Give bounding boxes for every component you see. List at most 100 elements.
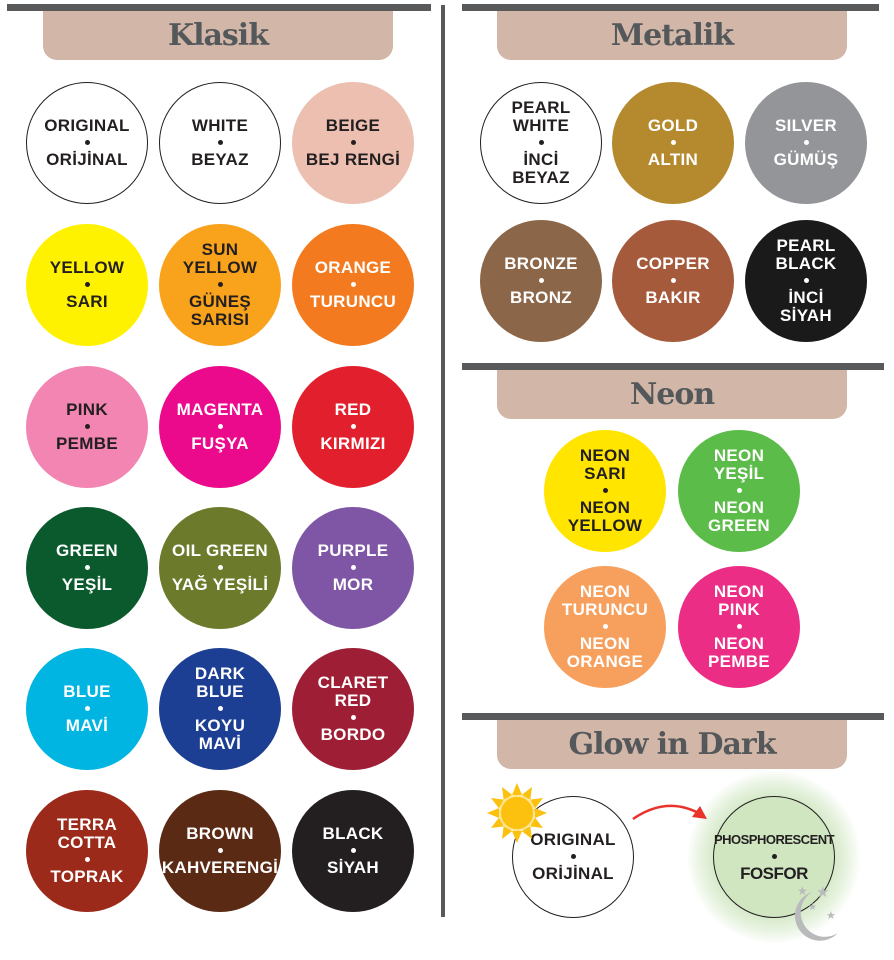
color-swatch-silver: SILVER GÜMÜŞ xyxy=(745,82,867,204)
color-swatch-neon-yeşi̇l: NEON YEŞİL NEON GREEN xyxy=(678,430,800,552)
color-swatch-brown: BROWN KAHVERENGİ xyxy=(159,790,281,912)
sun-ray xyxy=(521,787,532,800)
color-name-turkish: MAVİ xyxy=(65,716,109,735)
color-name-turkish: BORDO xyxy=(320,725,386,744)
sun-ray xyxy=(502,826,513,839)
separator-dot xyxy=(803,278,809,283)
color-name-turkish: GÜMÜŞ xyxy=(773,150,839,169)
color-name-turkish: YEŞİL xyxy=(61,575,113,594)
separator-dot xyxy=(84,857,90,862)
color-name-english: BROWN xyxy=(186,824,254,843)
color-name-turkish: BRONZ xyxy=(510,288,572,307)
color-swatch-original: ORIGINAL ORİJİNAL xyxy=(512,796,634,918)
neon-top-rule xyxy=(462,363,884,370)
glow-top-rule xyxy=(462,713,884,720)
color-name-turkish: PEMBE xyxy=(708,652,770,671)
color-swatch-orange: ORANGE TURUNCU xyxy=(292,224,414,346)
color-swatch-phosphorescent: PHOSPHORESCENT FOSFOR xyxy=(713,796,835,918)
color-name-english: SUN xyxy=(201,240,239,259)
color-name-turkish: GREEN xyxy=(708,516,770,535)
arrow-icon xyxy=(632,804,703,821)
color-name-english: PEARL xyxy=(776,236,836,255)
separator-dot xyxy=(350,565,356,570)
separator-dot xyxy=(217,565,223,570)
color-name-english: RED xyxy=(334,691,372,710)
color-name-turkish: PEMBE xyxy=(56,434,118,453)
color-name-turkish: MOR xyxy=(332,575,374,594)
separator-dot xyxy=(736,624,742,629)
color-name-english: NEON xyxy=(579,446,631,465)
color-name-english: COTTA xyxy=(57,833,117,852)
color-name-english: YELLOW xyxy=(182,258,258,277)
color-swatch-white: WHITE BEYAZ xyxy=(159,82,281,204)
separator-dot xyxy=(84,424,90,429)
separator-dot xyxy=(538,278,544,283)
color-name-turkish: TOPRAK xyxy=(50,867,124,886)
color-name-english: GREEN xyxy=(56,541,118,560)
separator-dot xyxy=(84,565,90,570)
color-swatch-green: GREEN YEŞİL xyxy=(26,507,148,629)
glow-header: Glow in Dark xyxy=(497,720,847,769)
color-name-turkish: NEON xyxy=(713,498,765,517)
color-name-turkish: FUŞYA xyxy=(191,434,249,453)
color-name-english: PINK xyxy=(66,400,108,419)
color-name-turkish: SARI xyxy=(66,292,108,311)
color-swatch-terra-cotta: TERRA COTTA TOPRAK xyxy=(26,790,148,912)
color-name-english: ORIGINAL xyxy=(44,116,130,135)
separator-dot xyxy=(350,715,356,720)
separator-dot xyxy=(350,282,356,287)
color-swatch-sun-yellow: SUN YELLOW GÜNEŞ SARISI xyxy=(159,224,281,346)
color-name-english: DARK xyxy=(194,664,246,683)
separator-dot xyxy=(670,278,676,283)
color-name-turkish: TURUNCU xyxy=(309,292,397,311)
color-swatch-pink: PINK PEMBE xyxy=(26,366,148,488)
separator-dot xyxy=(538,140,544,145)
color-swatch-claret-red: CLARET RED BORDO xyxy=(292,648,414,770)
color-swatch-blue: BLUE MAVİ xyxy=(26,648,148,770)
color-name-turkish: İNCİ xyxy=(788,288,824,307)
color-name-turkish: BEYAZ xyxy=(512,168,570,187)
color-name-turkish: SİYAH xyxy=(327,858,379,877)
klasik-header: Klasik xyxy=(43,11,393,60)
metalik-header: Metalik xyxy=(497,11,847,60)
color-name-english: TERRA xyxy=(56,815,118,834)
color-name-english: ORANGE xyxy=(314,258,392,277)
color-name-turkish: KOYU xyxy=(194,716,246,735)
color-name-english: GOLD xyxy=(647,116,699,135)
sun-ray xyxy=(491,817,504,828)
neon-header: Neon xyxy=(497,370,847,419)
separator-dot xyxy=(771,854,777,859)
color-name-turkish: YAĞ YEŞİLİ xyxy=(171,575,269,594)
separator-dot xyxy=(84,282,90,287)
color-name-english: WHITE xyxy=(191,116,249,135)
color-name-turkish: ALTIN xyxy=(647,150,699,169)
color-name-english: NEON xyxy=(579,582,631,601)
color-name-english: MAGENTA xyxy=(176,400,264,419)
color-name-turkish: NEON xyxy=(713,634,765,653)
color-name-english: ORIGINAL xyxy=(530,830,616,849)
color-name-english: PEARL xyxy=(511,98,571,117)
separator-dot xyxy=(217,424,223,429)
color-name-english: TURUNCU xyxy=(561,600,649,619)
color-name-english: OIL GREEN xyxy=(172,541,268,560)
sun-ray xyxy=(502,787,513,800)
separator-dot xyxy=(84,706,90,711)
color-swatch-original: ORIGINAL ORİJİNAL xyxy=(26,82,148,204)
separator-dot xyxy=(670,140,676,145)
color-swatch-neon-sari: NEON SARI NEON YELLOW xyxy=(544,430,666,552)
color-swatch-neon-pink: NEON PINK NEON PEMBE xyxy=(678,566,800,688)
sun-ray xyxy=(487,808,499,818)
color-name-turkish: BEJ RENGİ xyxy=(305,150,401,169)
separator-dot xyxy=(217,282,223,287)
color-swatch-copper: COPPER BAKIR xyxy=(612,220,734,342)
color-name-turkish: ORİJİNAL xyxy=(532,864,614,883)
color-name-turkish: ORİJİNAL xyxy=(46,150,128,169)
sun-ray xyxy=(491,798,504,809)
color-name-english: PHOSPHORESCENT xyxy=(713,832,835,847)
klasik-top-rule xyxy=(7,4,431,11)
color-swatch-dark-blue: DARK BLUE KOYU MAVİ xyxy=(159,648,281,770)
color-name-turkish: GÜNEŞ xyxy=(189,292,251,311)
separator-dot xyxy=(736,488,742,493)
color-name-english: NEON xyxy=(713,446,765,465)
separator-dot xyxy=(602,624,608,629)
